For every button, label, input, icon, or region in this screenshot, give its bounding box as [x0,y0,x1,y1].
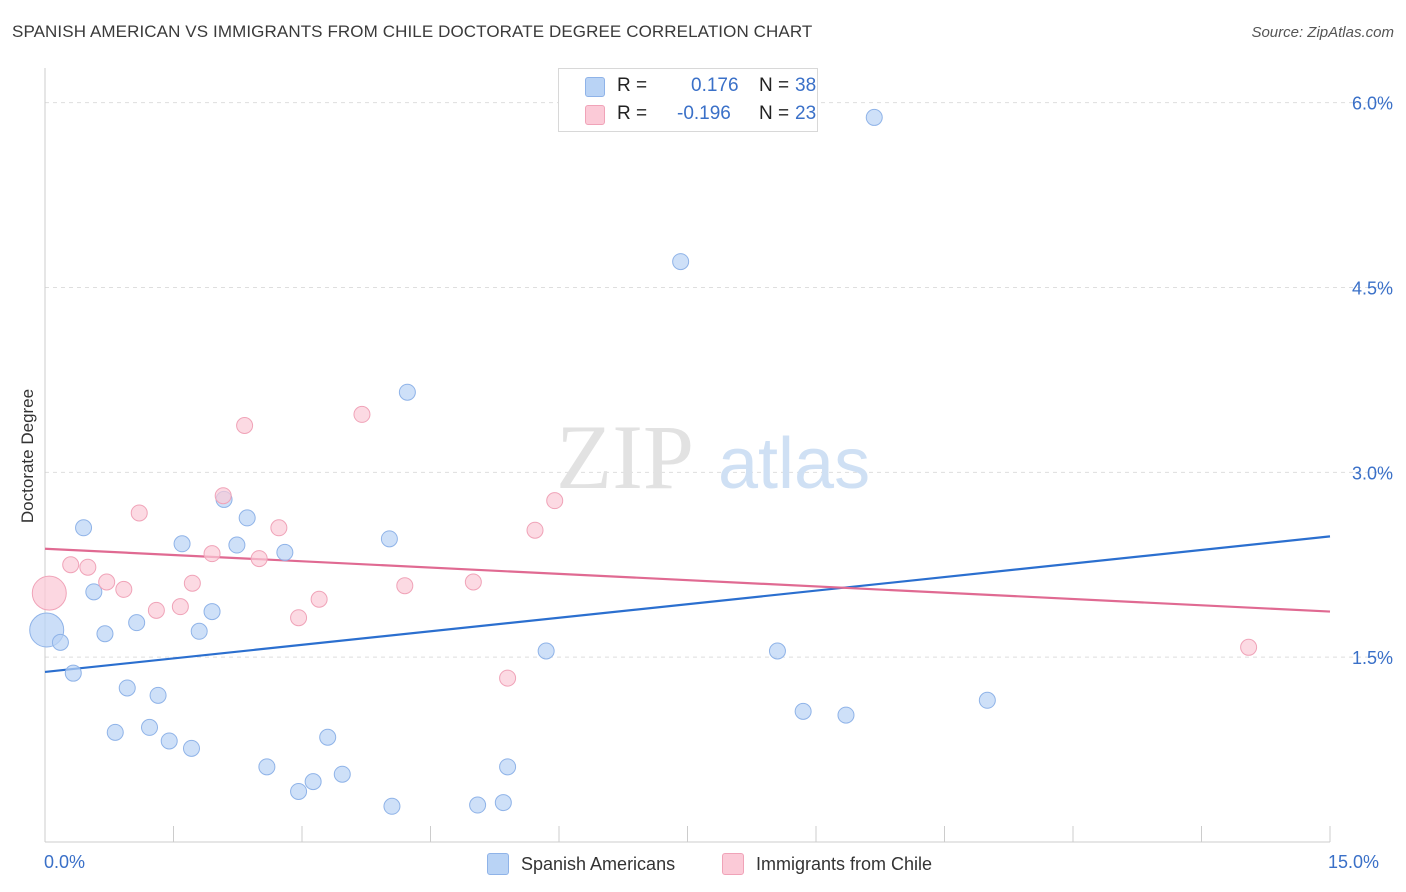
y-tick-labels: 1.5% 3.0% 4.5% 6.0% [1352,94,1393,669]
point-spanish [537,642,555,660]
y-tick-label: 1.5% [1352,648,1393,668]
y-tick-label: 3.0% [1352,463,1393,483]
point-chile [214,487,232,505]
watermark-atlas: atlas [718,424,870,504]
gridlines [45,102,1392,658]
point-spanish [75,519,93,537]
point-spanish [149,686,167,704]
point-spanish [173,535,191,553]
point-spanish [494,794,512,812]
point-spanish [182,739,200,757]
point-chile [396,577,414,595]
point-chile [236,416,254,434]
point-spanish [64,664,82,682]
point-spanish [228,536,246,554]
x-tick-label-min: 0.0% [44,852,86,872]
legend-r-label: R = [617,103,648,124]
point-chile [353,405,371,423]
y-tick-label: 6.0% [1352,94,1393,114]
legend-swatch-spanish [585,77,605,97]
point-chile [203,545,221,563]
point-spanish [398,383,416,401]
point-chile [62,556,80,574]
point-spanish [190,622,208,640]
point-spanish [276,543,294,561]
legend-r-value: 0.176 [691,75,739,96]
point-spanish [304,773,322,791]
point-spanish [469,796,487,814]
legend-n-value: 38 [795,75,817,96]
point-spanish [128,614,146,632]
point-spanish [499,758,517,776]
point-chile [98,573,116,591]
trend-lines [44,535,1331,674]
point-chile [147,601,165,619]
legend-r-value: -0.196 [677,103,731,124]
point-spanish [794,702,812,720]
point-spanish [85,583,103,601]
point-spanish [51,633,69,651]
source-label: Source: ZipAtlas.com [1251,24,1394,41]
point-chile [464,573,482,591]
point-spanish [203,603,221,621]
point-spanish [258,758,276,776]
stats-legend: R = 0.176 N = 38 R = -0.196 N = 23 [558,68,818,132]
point-spanish [319,728,337,746]
point-chile [499,669,517,687]
point-chile [546,492,564,510]
point-spanish [290,782,308,800]
point-chile [31,575,67,611]
point-spanish [380,530,398,548]
point-chile [130,504,148,522]
point-chile [1240,638,1258,656]
bottom-legend-swatch-chile [722,853,744,875]
point-chile [183,574,201,592]
point-chile [79,558,97,576]
bottom-legend-chile: Immigrants from Chile [722,852,932,876]
point-spanish [106,723,124,741]
trend-line-chile [44,547,1331,613]
point-spanish [865,108,883,126]
point-spanish [333,765,351,783]
bottom-legend-spanish: Spanish Americans [487,852,675,876]
point-chile [115,580,133,598]
point-spanish [96,625,114,643]
watermark: ZIP atlas [556,406,870,508]
y-tick-label: 4.5% [1352,278,1393,298]
legend-n-value: 23 [795,103,817,124]
point-spanish [672,253,690,271]
axes [44,68,1331,843]
point-spanish [238,509,256,527]
point-chile [171,598,189,616]
point-spanish [160,732,178,750]
chart-title: SPANISH AMERICAN VS IMMIGRANTS FROM CHIL… [12,22,813,41]
bottom-legend-swatch-spanish [487,853,509,875]
watermark-zip: ZIP [556,406,694,508]
legend-n-label: N = [759,103,790,124]
point-spanish [141,718,159,736]
x-tick-label-max: 15.0% [1328,852,1380,872]
point-chile [250,550,268,568]
trend-line-spanish [44,535,1331,674]
point-chile [270,519,288,537]
bottom-legend-label-spanish: Spanish Americans [521,853,676,874]
legend-r-label: R = [617,75,648,96]
point-chile [310,590,328,608]
point-spanish [383,797,401,815]
point-spanish [768,642,786,660]
point-spanish [978,691,996,709]
point-spanish [118,679,136,697]
point-chile [290,609,308,627]
data-points [29,108,1258,815]
point-chile [526,521,544,539]
bottom-legend-label-chile: Immigrants from Chile [756,853,933,874]
legend-swatch-chile [585,105,605,125]
legend-n-label: N = [759,75,790,96]
point-spanish [837,706,855,724]
